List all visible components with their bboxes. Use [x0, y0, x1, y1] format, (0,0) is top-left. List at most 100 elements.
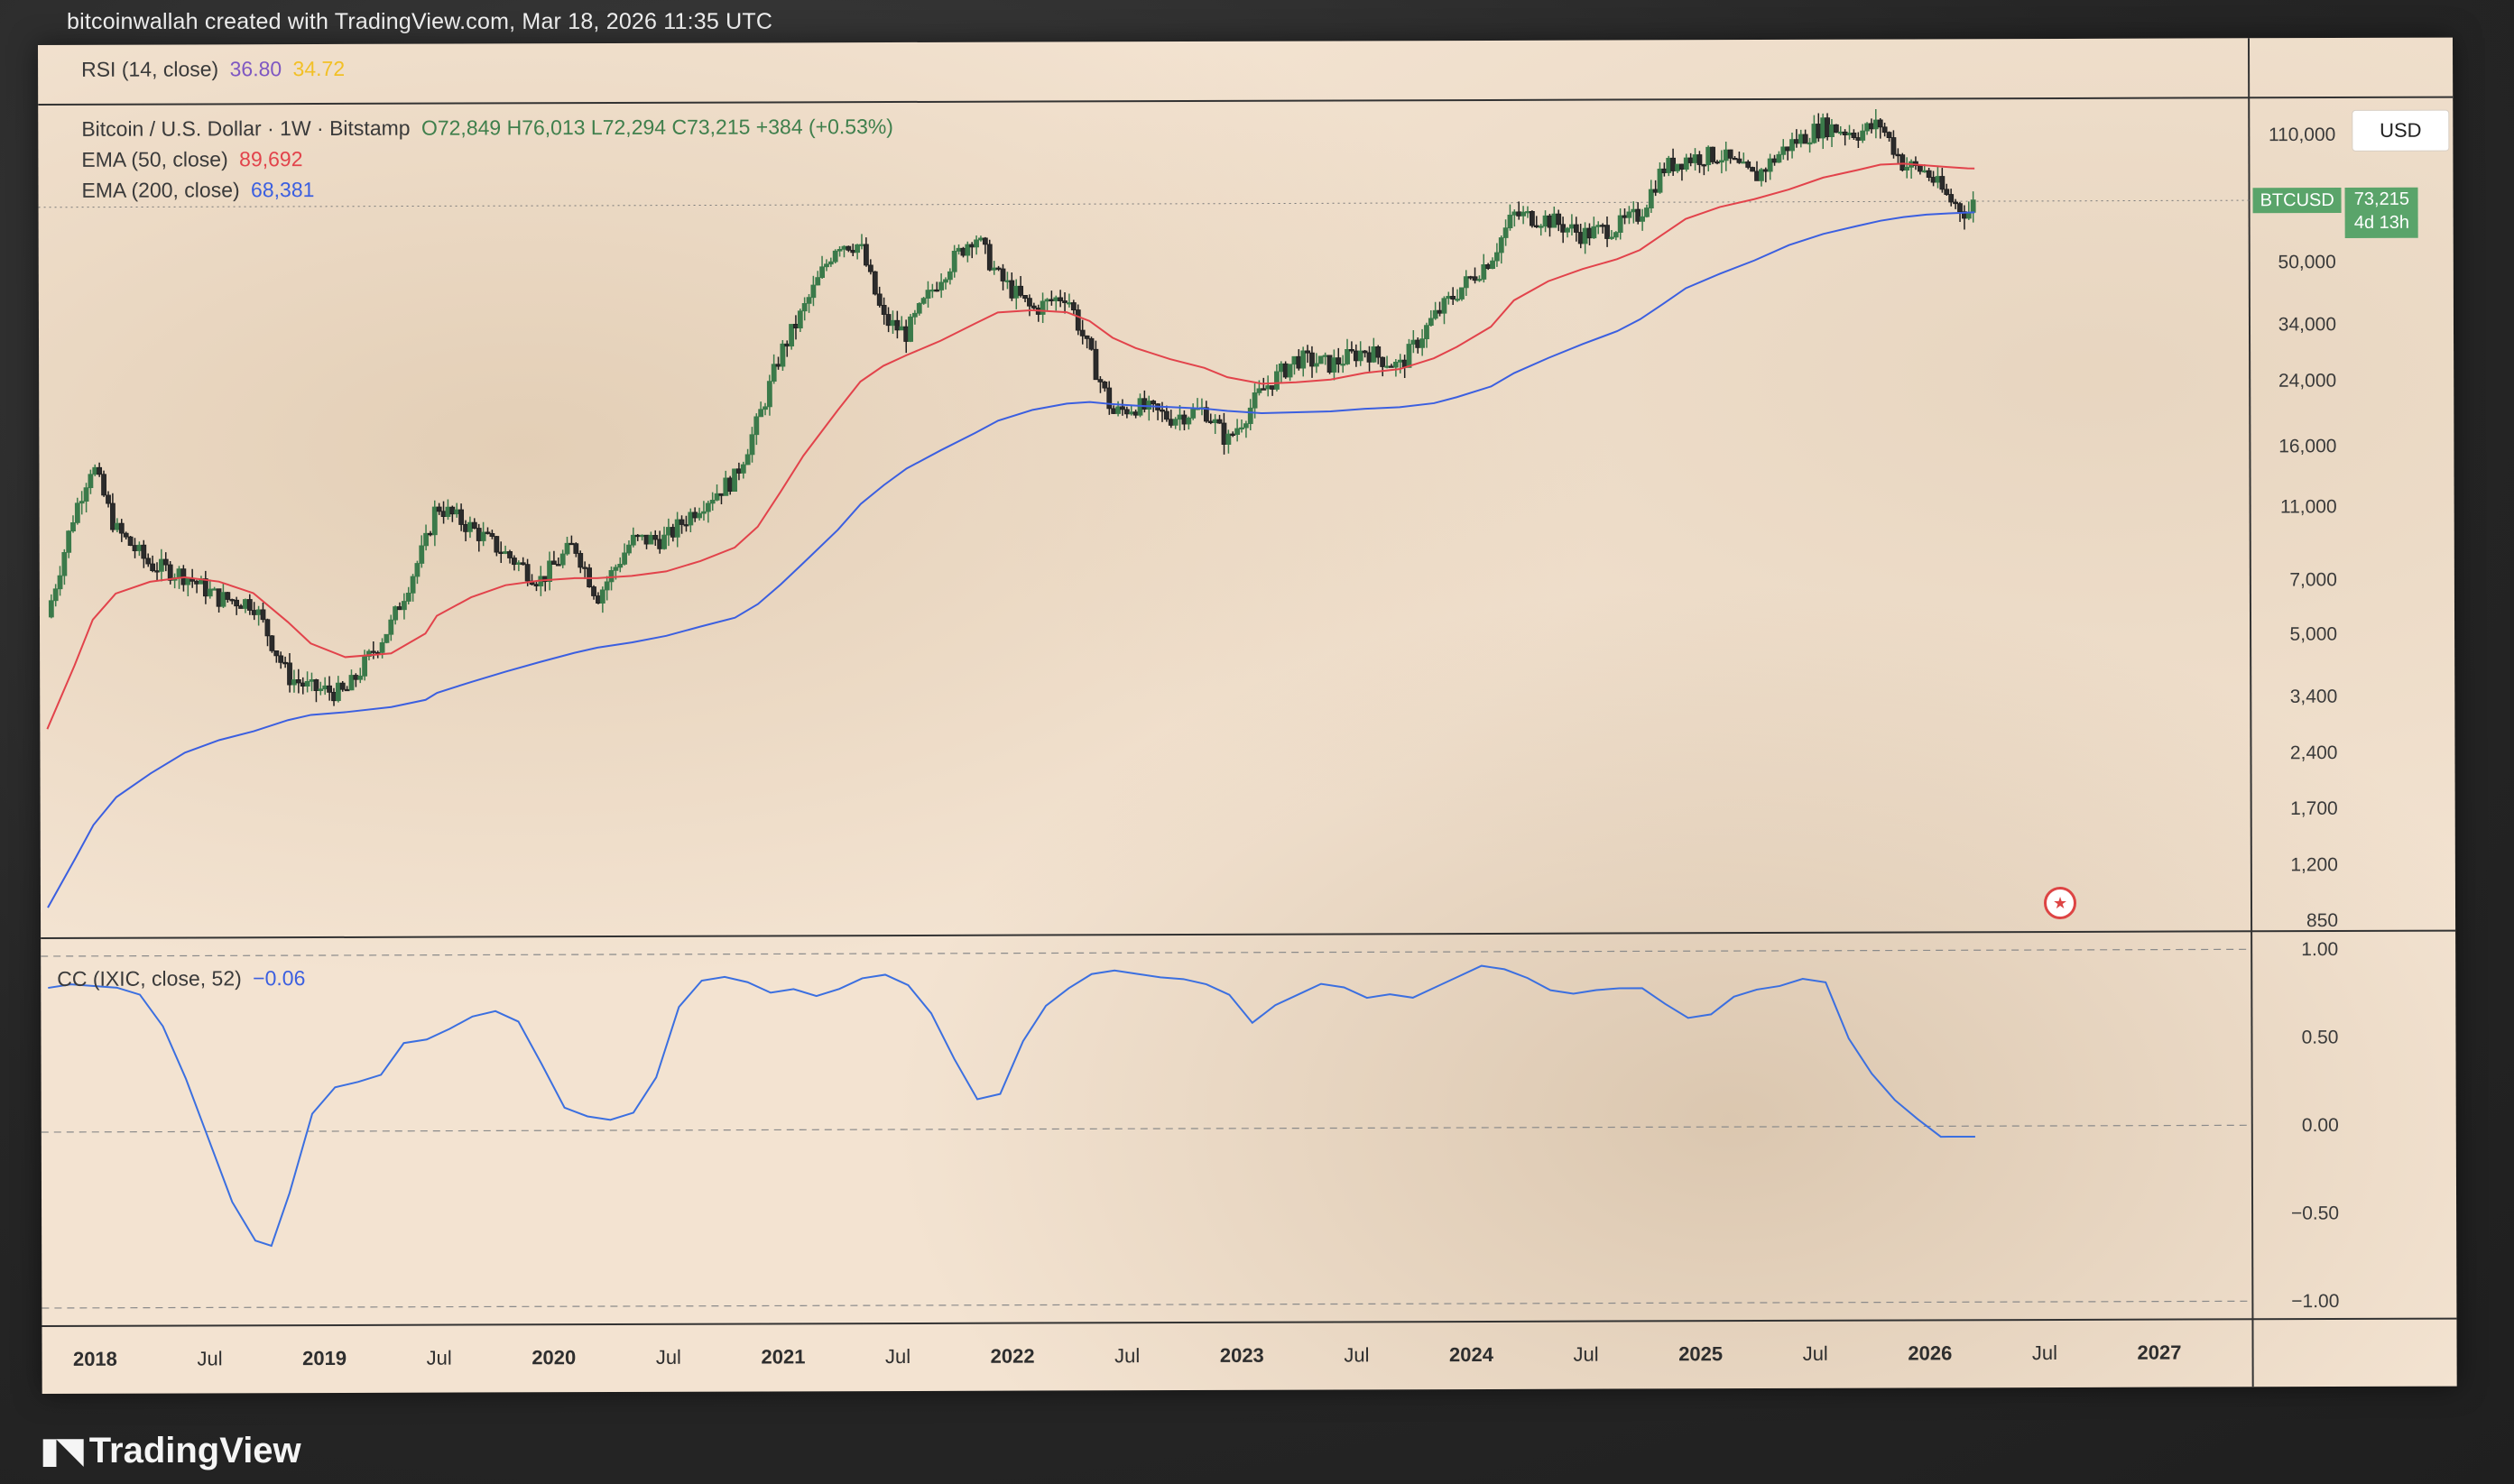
candle-body [859, 244, 864, 246]
candle-body [1953, 201, 1959, 205]
candle-body [309, 679, 315, 682]
candle-body [1789, 139, 1795, 152]
candle-body [202, 578, 208, 597]
candle-body [582, 567, 588, 569]
candle-body [1079, 329, 1086, 336]
candle-body [74, 502, 80, 523]
candle-body [1137, 398, 1143, 416]
price-tick-label: 3,400 [2290, 687, 2338, 707]
candle-body [1084, 335, 1090, 339]
candle-body [1424, 325, 1429, 340]
candle-body [211, 588, 217, 591]
candle-body [106, 494, 111, 504]
currency-button[interactable]: USD [2352, 109, 2450, 152]
ema200-legend[interactable]: EMA (200, close) 68,381 [81, 178, 319, 203]
candle-body [555, 564, 561, 567]
candle-body [836, 249, 843, 252]
candle-body [176, 568, 182, 578]
candle-body [1917, 165, 1923, 172]
candle-body [264, 619, 271, 637]
candle-body [1785, 146, 1791, 152]
candle-body [709, 500, 716, 504]
candle-body [1203, 407, 1209, 422]
candle-body [97, 466, 103, 475]
candle-body [1296, 355, 1302, 369]
candle-body [61, 551, 68, 576]
candle-body [1207, 420, 1214, 424]
candle-body [393, 606, 399, 621]
candle-body [1044, 299, 1050, 302]
candle-body [79, 501, 85, 504]
candle-body [850, 249, 856, 253]
candle-body [1750, 167, 1756, 172]
candle-body [1617, 215, 1623, 233]
candle-body [617, 564, 624, 568]
candle-body [1723, 149, 1729, 161]
candle-body [1097, 379, 1104, 383]
candle-body [1446, 296, 1452, 300]
candle-body [512, 558, 517, 566]
candle-body [934, 289, 940, 292]
candle-body [960, 247, 966, 256]
candle-body [1070, 302, 1077, 310]
candle-body [1230, 433, 1236, 436]
candle-body [732, 468, 737, 493]
candle-body [1930, 177, 1936, 183]
cc-value: −0.06 [253, 966, 306, 991]
candle-body [123, 532, 129, 538]
candle-body [1635, 208, 1641, 222]
candle-body [547, 560, 553, 583]
candle-body [1565, 227, 1570, 233]
candle-body [88, 474, 94, 489]
candle-body [978, 237, 984, 241]
candle-body [1687, 157, 1694, 163]
candle-body [379, 641, 385, 653]
cc-legend[interactable]: CC (IXIC, close, 52) −0.06 [57, 966, 310, 991]
candle-body [1661, 168, 1668, 173]
candle-body [322, 685, 328, 690]
candle-body [827, 261, 834, 265]
ema200-line [47, 211, 1975, 908]
candle-body [974, 239, 979, 248]
time-tick-label: 2020 [531, 1346, 576, 1369]
candle-body [1278, 363, 1284, 373]
candle-body [604, 581, 610, 591]
candle-body [370, 650, 376, 653]
candle-body [154, 570, 160, 573]
candle-body [763, 406, 768, 410]
candle-body [1864, 123, 1870, 132]
ema50-legend[interactable]: EMA (50, close) 89,692 [81, 147, 308, 172]
candle-body [1820, 117, 1826, 139]
candle-body [1225, 433, 1232, 446]
candle-body [52, 588, 59, 602]
candle-body [1569, 224, 1575, 229]
candle-body [1075, 309, 1081, 331]
candle-body [630, 534, 636, 546]
candle-body [1234, 428, 1241, 435]
ema50-label: EMA (50, close) [81, 147, 228, 171]
candle-body [1675, 163, 1680, 171]
candle-body [503, 551, 509, 554]
candle-body [564, 542, 570, 555]
us-flag-event-icon[interactable]: ★ [2043, 886, 2077, 920]
candle-body [1648, 189, 1654, 208]
candle-body [1957, 203, 1963, 213]
candle-body [801, 303, 808, 312]
price-legend[interactable]: Bitcoin / U.S. Dollar · 1W · Bitstamp O7… [81, 115, 899, 142]
candle-body [1560, 224, 1567, 233]
chart-panel: 2018 Jul 2019 Jul 2020 Jul 2021 Jul 2022 Jul 2023 J… [38, 37, 2457, 1394]
candle-body [260, 609, 266, 621]
candle-body [454, 509, 460, 515]
cc-tick-label: 1.00 [2301, 939, 2338, 960]
candle-body [1432, 309, 1438, 319]
candle-body [599, 589, 605, 604]
candle-body [885, 314, 892, 327]
candle-body [410, 576, 416, 594]
candle-body [943, 279, 948, 283]
candle-body [784, 343, 790, 347]
candle-body [401, 601, 407, 611]
candle-body [1357, 350, 1363, 362]
candle-body [1948, 194, 1955, 203]
candle-body [1533, 225, 1539, 227]
candle-body [863, 244, 869, 266]
